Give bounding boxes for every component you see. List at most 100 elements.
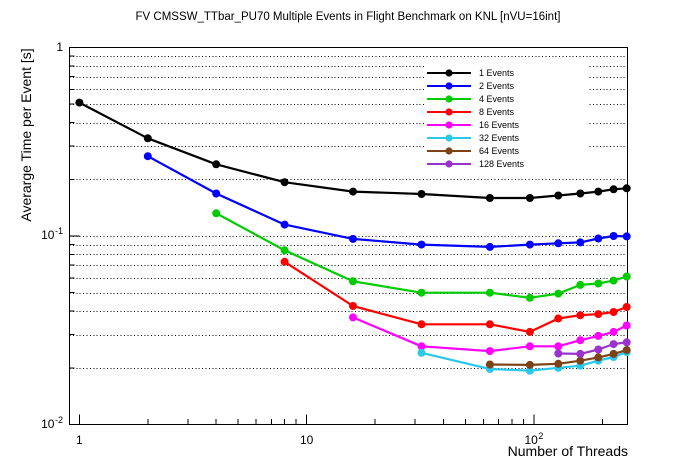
series-marker-32-events xyxy=(525,366,534,375)
tick-label-base: 10 xyxy=(41,228,55,242)
series-marker-8-events xyxy=(349,302,357,310)
series-marker-2-events xyxy=(485,242,494,251)
series-marker-64-events xyxy=(576,356,585,365)
series-marker-1-events xyxy=(417,190,426,198)
legend-item: 32 Events xyxy=(426,132,589,144)
legend-label: 8 Events xyxy=(479,107,515,118)
series-marker-1-events xyxy=(143,134,152,143)
series-marker-64-events xyxy=(554,359,563,368)
series-marker-64-events xyxy=(525,360,534,369)
legend-marker-icon xyxy=(427,134,471,142)
legend-item: 4 Events xyxy=(426,93,589,105)
series-marker-16-events xyxy=(554,342,563,351)
x-axis-title: Number of Threads xyxy=(507,443,628,459)
series-marker-128-events xyxy=(576,349,585,358)
series-marker-1-events xyxy=(75,98,84,107)
series-marker-128-events xyxy=(609,340,618,349)
series-marker-2-events xyxy=(417,240,426,249)
series-marker-2-events xyxy=(212,189,221,198)
series-marker-8-events xyxy=(554,314,563,323)
series-marker-1-events xyxy=(554,191,563,200)
legend-label: 128 Events xyxy=(479,158,525,169)
series-marker-16-events xyxy=(622,321,631,330)
series-marker-2-events xyxy=(280,220,289,229)
series-marker-4-events xyxy=(576,280,585,289)
legend-marker-icon xyxy=(427,108,471,116)
series-marker-1-events xyxy=(525,194,534,202)
series-marker-16-events xyxy=(609,327,618,336)
legend-label: 32 Events xyxy=(479,132,520,143)
series-marker-2-events xyxy=(609,232,618,240)
tick-label-base: 10 xyxy=(299,433,314,447)
tick-label-base: 1 xyxy=(56,39,63,54)
series-marker-1-events xyxy=(622,184,631,193)
legend-marker-icon xyxy=(427,69,471,78)
series-marker-2-events xyxy=(349,234,357,243)
series-marker-4-events xyxy=(609,276,618,285)
series-marker-8-events xyxy=(485,320,494,329)
legend: 1 Events 2 Events 4 Events 8 Events 16 Event… xyxy=(426,66,589,171)
legend-marker-icon xyxy=(427,82,471,90)
series-marker-16-events xyxy=(576,336,585,345)
series-marker-4-events xyxy=(349,277,357,286)
series-marker-64-events xyxy=(622,346,631,355)
series-marker-2-events xyxy=(525,240,534,249)
series-line-4-events xyxy=(215,212,628,299)
series-marker-1-events xyxy=(576,189,585,198)
series-marker-4-events xyxy=(280,246,289,255)
series-marker-32-events xyxy=(417,348,426,357)
tick-label-exponent: -2 xyxy=(54,414,63,425)
series-marker-2-events xyxy=(554,239,563,248)
series-marker-16-events xyxy=(485,347,494,356)
tick-label-base: 10 xyxy=(524,433,538,447)
series-marker-4-events xyxy=(417,288,426,297)
y-tick-label: 10-1 xyxy=(0,226,63,243)
series-marker-8-events xyxy=(594,310,603,319)
y-tick-label: 10-2 xyxy=(0,414,63,432)
y-tick-label: 1 xyxy=(0,40,63,54)
legend-item: 2 Events xyxy=(426,80,589,92)
legend-item: 64 Events xyxy=(426,145,589,157)
legend-label: 4 Events xyxy=(479,94,515,105)
legend-item: 16 Events xyxy=(426,119,589,131)
chart-title: FV CMSSW_TTbar_PU70 Multiple Events in F… xyxy=(135,11,561,23)
x-tick-label: 10 xyxy=(300,434,313,447)
legend-item: 8 Events xyxy=(426,106,589,118)
legend-marker-icon xyxy=(427,121,471,129)
series-marker-8-events xyxy=(417,320,426,329)
tick-label-exponent: -1 xyxy=(54,226,63,236)
series-marker-16-events xyxy=(349,313,357,322)
series-marker-4-events xyxy=(485,288,494,297)
series-marker-64-events xyxy=(609,349,618,358)
series-marker-1-events xyxy=(212,160,221,169)
legend-marker-icon xyxy=(427,95,471,103)
legend-label: 16 Events xyxy=(479,119,520,130)
series-marker-16-events xyxy=(525,342,534,351)
series-marker-2-events xyxy=(143,152,152,161)
series-marker-16-events xyxy=(417,342,426,351)
legend-item: 1 Events xyxy=(426,67,589,79)
series-marker-1-events xyxy=(349,187,357,196)
series-marker-1-events xyxy=(609,185,618,194)
series-marker-8-events xyxy=(622,303,631,311)
series-marker-2-events xyxy=(594,234,603,243)
series-marker-64-events xyxy=(594,353,603,362)
series-marker-8-events xyxy=(609,308,618,316)
tick-label-base: 10 xyxy=(41,416,55,431)
tick-label-exponent: 2 xyxy=(538,431,544,441)
legend-item: 128 Events xyxy=(426,158,589,170)
series-marker-16-events xyxy=(594,331,603,340)
series-marker-1-events xyxy=(280,178,289,187)
series-marker-1-events xyxy=(594,187,603,196)
series-marker-4-events xyxy=(554,289,563,298)
series-marker-128-events xyxy=(622,338,631,347)
series-marker-4-events xyxy=(622,272,631,281)
series-marker-2-events xyxy=(622,232,631,241)
series-marker-8-events xyxy=(576,311,585,320)
series-marker-2-events xyxy=(576,238,585,247)
series-marker-4-events xyxy=(594,279,603,288)
series-marker-64-events xyxy=(485,360,494,369)
tick-label-base: 1 xyxy=(76,433,83,447)
